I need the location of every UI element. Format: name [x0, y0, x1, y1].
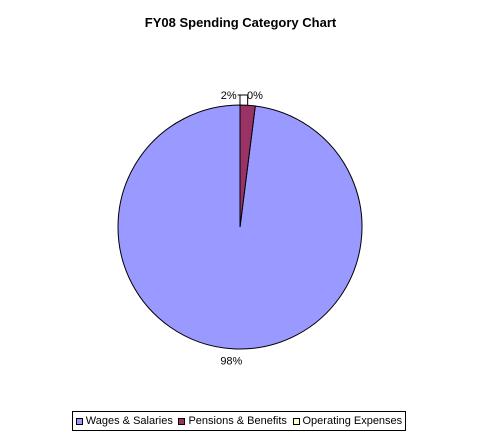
legend-item: Wages & Salaries	[75, 415, 173, 427]
legend-item: Pensions & Benefits	[178, 415, 287, 427]
chart-title: FY08 Spending Category Chart	[144, 15, 337, 30]
legend-label: Operating Expenses	[302, 415, 403, 427]
legend-swatch	[75, 417, 83, 425]
legend-swatch	[178, 417, 186, 425]
legend-item: Operating Expenses	[292, 415, 403, 427]
data-label-pensions-benefits: 2%	[221, 90, 237, 102]
data-label-wages-salaries: 98%	[220, 356, 242, 368]
legend-label: Pensions & Benefits	[188, 415, 287, 427]
legend: Wages & Salaries Pensions & Benefits Opera…	[72, 411, 406, 431]
legend-label: Wages & Salaries	[85, 415, 173, 427]
legend-swatch	[292, 417, 300, 425]
leader-line-2	[239, 94, 246, 105]
data-label-operating-expenses: 0%	[247, 90, 263, 102]
